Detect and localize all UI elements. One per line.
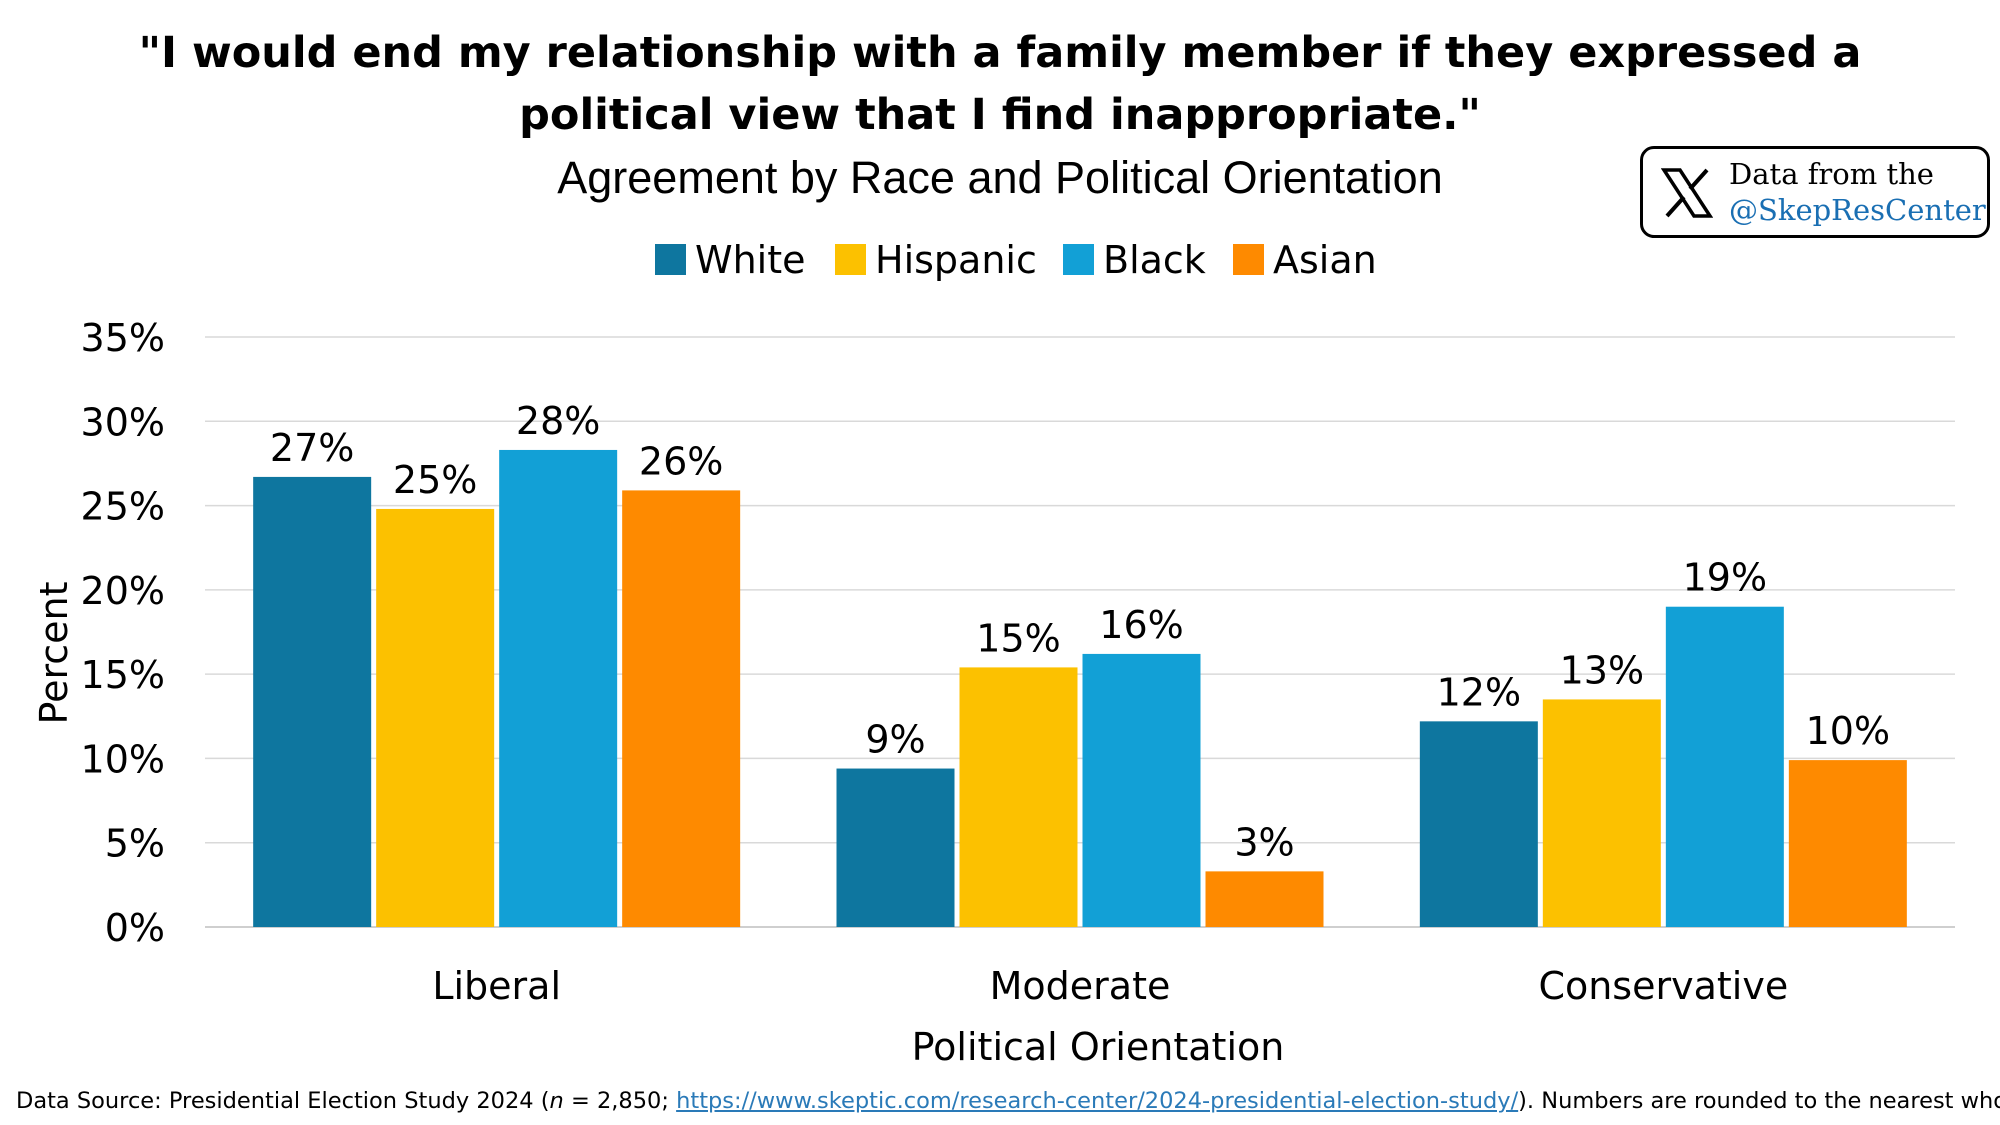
legend-item-hispanic: Hispanic (835, 238, 1037, 282)
badge-handle[interactable]: @SkepResCenter (1729, 193, 1986, 227)
legend-swatch (655, 244, 686, 275)
bar-hispanic-liberal (376, 508, 495, 927)
source-prefix: Data Source: Presidential Election Study… (16, 1088, 550, 1114)
y-axis-label: Percent (32, 582, 76, 725)
data-label: 27% (270, 426, 354, 470)
legend-swatch (835, 244, 866, 275)
data-label: 19% (1683, 556, 1767, 600)
y-tick-label: 25% (81, 485, 165, 529)
legend-label: Hispanic (875, 238, 1037, 282)
legend-label: Asian (1273, 238, 1377, 282)
bar-white-liberal (253, 476, 372, 927)
y-tick-label: 10% (81, 737, 165, 781)
x-axis-categories: Liberal Moderate Conservative (432, 964, 1788, 1008)
data-label: 12% (1437, 670, 1521, 714)
data-label: 26% (639, 439, 723, 483)
badge-text-line-1: Data from the (1729, 157, 1934, 191)
bar-black-liberal (499, 449, 618, 927)
y-tick-label: 30% (81, 400, 165, 444)
legend: White Hispanic Black Asian (655, 238, 1377, 282)
y-tick-label: 0% (105, 906, 165, 950)
x-category-label: Liberal (432, 964, 561, 1008)
chart-title-line-1: "I would end my relationship with a fami… (138, 28, 1862, 78)
bars (253, 449, 1907, 927)
data-label: 10% (1806, 709, 1890, 753)
y-tick-label: 15% (81, 653, 165, 697)
data-source-footnote: Data Source: Presidential Election Study… (16, 1088, 2000, 1114)
x-category-label: Moderate (990, 964, 1171, 1008)
gridlines (205, 336, 1955, 928)
legend-item-asian: Asian (1233, 238, 1377, 282)
x-category-label: Conservative (1538, 964, 1788, 1008)
bar-asian-conservative (1788, 760, 1907, 927)
data-label: 15% (976, 616, 1060, 660)
y-tick-label: 20% (81, 569, 165, 613)
source-suffix: ). Numbers are rounded to the nearest wh… (1518, 1088, 2000, 1114)
chart-subtitle: Agreement by Race and Political Orientat… (557, 152, 1443, 203)
source-link[interactable]: https://www.skeptic.com/research-center/… (676, 1088, 1519, 1114)
bar-asian-moderate (1205, 871, 1324, 927)
legend-item-black: Black (1063, 238, 1206, 282)
data-label: 16% (1099, 603, 1183, 647)
legend-label: White (695, 238, 806, 282)
x-axis-label: Political Orientation (912, 1025, 1285, 1069)
bar-hispanic-moderate (959, 667, 1078, 927)
legend-item-white: White (655, 238, 806, 282)
bar-asian-liberal (622, 490, 741, 927)
data-label: 25% (393, 458, 477, 502)
legend-label: Black (1103, 238, 1206, 282)
data-label: 28% (516, 399, 600, 443)
y-tick-label: 35% (81, 316, 165, 360)
data-label: 9% (865, 718, 925, 762)
bar-white-conservative (1419, 721, 1538, 927)
y-axis-ticks: 0% 5% 10% 15% 20% 25% 30% 35% (81, 316, 165, 950)
y-tick-label: 5% (105, 822, 165, 866)
n-label: n (549, 1088, 564, 1114)
bar-white-moderate (836, 768, 955, 927)
data-label: 13% (1560, 648, 1644, 692)
legend-swatch (1233, 244, 1264, 275)
x-logo-icon (1661, 168, 1713, 218)
chart-title-line-2: political view that I find inappropriate… (519, 90, 1481, 140)
n-value: = 2,850; (563, 1088, 677, 1114)
data-source-badge[interactable]: Data from the @SkepResCenter (1640, 146, 1990, 238)
data-label: 3% (1234, 820, 1294, 864)
bar-black-conservative (1665, 606, 1784, 927)
legend-swatch (1063, 244, 1094, 275)
bar-black-moderate (1082, 653, 1201, 927)
data-labels: 27% 25% 28% 26% 9% 15% 16% 3% 12% 13% 19% 10% (270, 399, 1890, 864)
bar-hispanic-conservative (1542, 699, 1661, 927)
